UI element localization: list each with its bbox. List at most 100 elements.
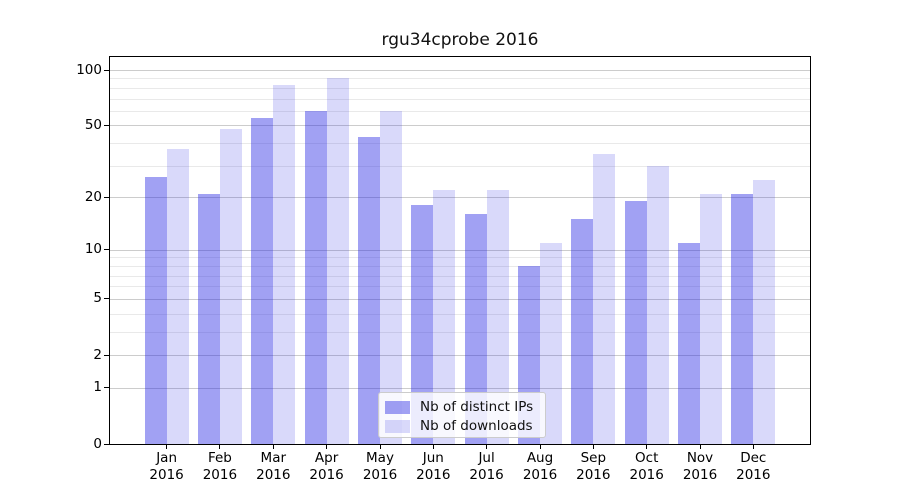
bar-nb-of-distinct-ips-dec — [731, 193, 754, 444]
gridline-minor — [110, 143, 810, 145]
x-tick-label: Jan 2016 — [122, 450, 212, 484]
x-tick-year: 2016 — [202, 467, 238, 483]
x-tick-month: Aug — [526, 450, 554, 466]
x-tick-year: 2016 — [629, 467, 664, 483]
bar-nb-of-distinct-ips-sep — [571, 219, 594, 444]
x-tick-mark — [272, 445, 274, 449]
x-tick-label: Aug 2016 — [495, 450, 585, 484]
x-tick-year: 2016 — [736, 467, 771, 483]
y-tick-mark — [104, 249, 109, 251]
gridline-major — [110, 125, 810, 127]
x-tick-year: 2016 — [362, 467, 398, 483]
bar-nb-of-downloads-feb — [219, 128, 242, 444]
x-tick-mark — [379, 445, 381, 449]
legend-label: Nb of distinct IPs — [420, 399, 534, 415]
bar-nb-of-downloads-mar — [273, 84, 296, 444]
bar-nb-of-downloads-jul — [486, 189, 509, 444]
x-tick-label: Oct 2016 — [602, 450, 692, 484]
gridline-minor — [110, 165, 810, 167]
x-tick-month: Jul — [478, 450, 495, 466]
x-tick-label: Apr 2016 — [282, 450, 372, 484]
x-tick-mark — [486, 445, 488, 449]
x-tick-mark — [432, 445, 434, 449]
bar-nb-of-downloads-jan — [166, 149, 189, 444]
x-tick-label: Jul 2016 — [442, 450, 532, 484]
legend-item: Nb of downloads — [385, 417, 537, 435]
legend-swatch-nb-of-distinct-ips — [385, 400, 410, 414]
y-tick-mark — [104, 298, 109, 300]
y-tick-label: 20 — [84, 188, 102, 205]
x-tick-mark — [592, 445, 594, 449]
x-tick-month: Oct — [635, 450, 659, 466]
bar-nb-of-downloads-may — [380, 110, 402, 444]
x-tick-label: Sep 2016 — [548, 450, 638, 484]
gridline-minor — [110, 286, 810, 288]
x-tick-year: 2016 — [309, 467, 344, 483]
gridline-major — [110, 197, 810, 199]
y-tick-mark — [104, 196, 109, 198]
x-tick-label: Dec 2016 — [708, 450, 798, 484]
bar-nb-of-downloads-jun — [433, 189, 456, 444]
x-tick-year: 2016 — [416, 467, 451, 483]
gridline-minor — [110, 110, 810, 112]
y-tick-label: 50 — [84, 116, 102, 133]
y-tick-label: 100 — [76, 61, 102, 78]
bar-nb-of-distinct-ips-jul — [464, 214, 487, 444]
x-tick-month: Sep — [580, 450, 607, 466]
gridline-minor — [110, 257, 810, 259]
gridline-minor — [110, 87, 810, 89]
y-tick-label: 5 — [93, 290, 102, 307]
legend: Nb of distinct IPs Nb of downloads — [378, 392, 546, 438]
x-tick-label: Nov 2016 — [655, 450, 745, 484]
gridline-major — [110, 355, 810, 356]
bar-nb-of-distinct-ips-jan — [144, 176, 167, 444]
x-tick-year: 2016 — [522, 467, 558, 483]
x-tick-mark — [166, 445, 168, 449]
gridline-major — [110, 70, 810, 71]
bar-nb-of-downloads-sep — [593, 153, 616, 444]
x-tick-label: Mar 2016 — [228, 450, 318, 484]
bar-nb-of-downloads-dec — [753, 180, 776, 444]
y-tick-mark — [104, 387, 109, 389]
x-tick-year: 2016 — [576, 467, 611, 483]
x-tick-month: Dec — [740, 450, 767, 466]
x-tick-month: Apr — [314, 450, 339, 466]
x-tick-mark — [646, 445, 648, 449]
bar-nb-of-distinct-ips-nov — [678, 242, 700, 444]
x-tick-year: 2016 — [149, 467, 184, 483]
x-tick-month: Mar — [260, 450, 287, 466]
x-tick-mark — [326, 445, 328, 449]
y-tick-mark — [104, 124, 109, 126]
x-tick-label: Jun 2016 — [388, 450, 478, 484]
legend-item: Nb of distinct IPs — [385, 398, 537, 416]
y-tick-label: 10 — [84, 241, 102, 258]
x-tick-year: 2016 — [469, 467, 504, 483]
legend-label: Nb of downloads — [420, 418, 533, 434]
plot-area: Nb of distinct IPs Nb of downloads — [109, 56, 811, 445]
x-tick-mark — [219, 445, 221, 449]
gridline-minor — [110, 331, 810, 333]
x-tick-mark — [539, 445, 541, 449]
bar-nb-of-distinct-ips-jun — [411, 205, 434, 444]
gridline-minor — [110, 313, 810, 315]
bar-nb-of-downloads-apr — [326, 77, 349, 444]
gridline-minor — [110, 98, 810, 100]
x-tick-label: Feb 2016 — [175, 450, 265, 484]
legend-swatch-nb-of-downloads — [385, 419, 410, 433]
bar-nb-of-distinct-ips-apr — [304, 110, 327, 444]
chart-title: rgu34cprobe 2016 — [381, 30, 539, 50]
gridline-major — [110, 298, 810, 300]
x-tick-mark — [752, 445, 754, 449]
bar-nb-of-distinct-ips-feb — [197, 193, 220, 444]
gridline-minor — [110, 275, 810, 277]
y-tick-label: 1 — [93, 379, 102, 396]
y-tick-label: 0 — [93, 435, 102, 452]
y-tick-mark — [104, 69, 109, 71]
x-tick-month: Jun — [422, 450, 444, 466]
x-tick-month: Feb — [207, 450, 232, 466]
x-tick-year: 2016 — [256, 467, 291, 483]
x-tick-label: May 2016 — [335, 450, 425, 484]
x-tick-year: 2016 — [682, 467, 718, 483]
x-tick-mark — [699, 445, 701, 449]
